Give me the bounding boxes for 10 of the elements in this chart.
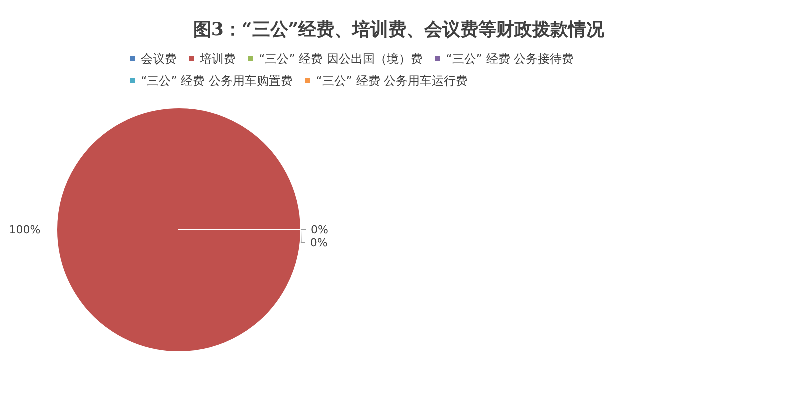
legend-label: 会议费 [141,52,177,66]
data-label: 100% [9,224,41,236]
legend-label: 培训费 [199,52,236,66]
text: 0% [310,236,328,250]
chart-title: 图3：“三公”经费、培训费、会议费等财政拨款情况 [193,20,606,40]
legend-label: “三公” 经费 公务接待费 [446,52,574,66]
legend-label: “三公” 经费 因公出国（境）费 [259,52,424,66]
text: 0% [311,224,328,236]
legend-label: “三公” 经费 公务用车购置费 [141,74,294,88]
legend-label: “三公” 经费 公务用车运行费 [316,74,468,88]
